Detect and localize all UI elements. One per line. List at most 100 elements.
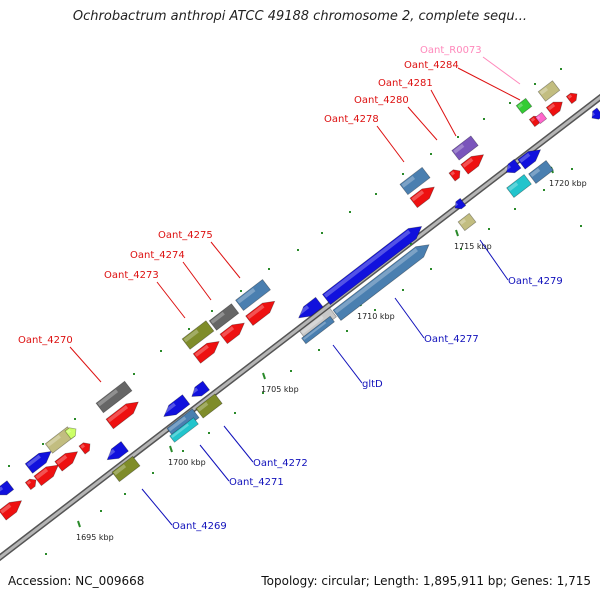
ruler-dot [430, 268, 432, 270]
gene-arrow[interactable] [457, 212, 477, 232]
gene-leader-line [407, 106, 438, 141]
gene-arrow[interactable] [160, 394, 191, 422]
gene-label[interactable]: Oant_R0073 [420, 45, 482, 56]
gene-arrow[interactable] [452, 197, 467, 211]
gene-arrow[interactable] [399, 166, 431, 196]
ruler-dot [100, 510, 102, 512]
scale-tick-label: 1700 kbp [168, 458, 206, 467]
gene-label[interactable]: Oant_4277 [424, 334, 479, 345]
gene-label[interactable]: Oant_4269 [172, 521, 227, 532]
gene-arrow[interactable] [235, 279, 271, 311]
ruler-dot [483, 118, 485, 120]
gene-label[interactable]: Oant_4274 [130, 250, 185, 261]
gene-arrow[interactable] [105, 397, 142, 430]
gene-label[interactable]: gltD [362, 379, 383, 390]
gene-arrow[interactable] [195, 393, 223, 419]
gene-leader-line [199, 444, 230, 482]
gene-label[interactable]: Oant_4271 [229, 477, 284, 488]
ruler-dot [375, 193, 377, 195]
gene-arrow[interactable] [111, 455, 141, 483]
gene-arrow[interactable] [24, 447, 55, 474]
ruler-dot [240, 290, 242, 292]
gene-arrow[interactable] [219, 318, 248, 345]
gene-arrow[interactable] [95, 380, 133, 414]
gene-arrow[interactable] [78, 440, 93, 455]
gene-arrow[interactable] [448, 167, 463, 182]
gene-arrow[interactable] [515, 97, 533, 115]
scale-tick: 1700 kbp [168, 445, 206, 467]
gene-label[interactable]: Oant_4275 [158, 230, 213, 241]
gene-arrow[interactable] [321, 221, 425, 306]
gene-arrow[interactable] [409, 182, 438, 209]
gene-leader-line [457, 67, 521, 101]
gene-arrow[interactable] [54, 447, 81, 472]
sequence-summary-text: Topology: circular; Length: 1,895,911 bp… [261, 574, 591, 588]
gene-leader-line [210, 241, 241, 279]
gene-arrow[interactable] [565, 90, 579, 105]
ruler-dot [430, 153, 432, 155]
gene-arrow[interactable] [181, 320, 215, 350]
gene-arrow[interactable] [192, 337, 223, 364]
gene-label[interactable]: Oant_4280 [354, 95, 409, 106]
ruler-dot [346, 330, 348, 332]
gene-leader-line [182, 261, 212, 301]
gene-arrow[interactable] [534, 111, 548, 125]
ruler-dot [182, 450, 184, 452]
gene-arrow[interactable] [506, 174, 532, 198]
gene-label[interactable]: Oant_4272 [253, 458, 308, 469]
gene-arrow[interactable] [169, 417, 199, 443]
gene-arrow[interactable] [517, 145, 544, 170]
ruler-dot [268, 268, 270, 270]
gene-arrow[interactable] [503, 158, 522, 176]
gene-arrow[interactable] [33, 460, 62, 487]
ruler-dot [45, 553, 47, 555]
gene-arrow[interactable] [64, 425, 79, 440]
gene-arrow[interactable] [451, 135, 479, 161]
scale-tick: 1705 kbp [261, 372, 299, 394]
ruler-dot [580, 225, 582, 227]
ruler-dot [488, 228, 490, 230]
gene-arrow[interactable] [0, 480, 15, 499]
gene-arrow[interactable] [166, 408, 200, 438]
ruler-dot [297, 249, 299, 251]
gene-label[interactable]: Oant_4273 [104, 270, 159, 281]
gene-arrow[interactable] [189, 380, 210, 401]
gene-leader-line [376, 125, 405, 163]
scale-tick: 1695 kbp [76, 520, 114, 542]
ruler-dot [234, 412, 236, 414]
scale-tick-label: 1710 kbp [357, 312, 395, 321]
ruler-dot [208, 432, 210, 434]
gene-label[interactable]: Oant_4270 [18, 335, 73, 346]
gene-arrow[interactable] [537, 80, 561, 102]
scale-tick-label: 1695 kbp [76, 533, 114, 542]
ruler-dot [349, 211, 351, 213]
ruler-dot [188, 328, 190, 330]
accession-text: Accession: NC_009668 [8, 574, 145, 588]
gene-arrow[interactable] [24, 476, 38, 491]
ruler-dot [152, 472, 154, 474]
ruler-dot [402, 289, 404, 291]
gene-arrow[interactable] [545, 98, 565, 117]
gene-arrow[interactable] [460, 150, 487, 175]
gene-arrow[interactable] [528, 160, 554, 184]
ruler-dot [374, 309, 376, 311]
gene-arrow[interactable] [301, 315, 335, 345]
ruler-dot [571, 168, 573, 170]
gene-label[interactable]: Oant_4281 [378, 78, 433, 89]
gene-arrow[interactable] [332, 240, 433, 321]
gene-arrow[interactable] [245, 296, 279, 326]
ruler-dot [8, 465, 10, 467]
backbone [0, 95, 600, 560]
gene-label[interactable]: Oant_4284 [404, 60, 459, 71]
ruler-dot [290, 370, 292, 372]
gene-label[interactable]: Oant_4278 [324, 114, 379, 125]
gene-arrow[interactable] [295, 296, 324, 322]
gene-leader-line [69, 346, 102, 383]
gene-label[interactable]: Oant_4279 [508, 276, 563, 287]
ruler-dot [534, 83, 536, 85]
ruler-dot [42, 443, 44, 445]
gene-arrow[interactable] [589, 107, 600, 122]
gene-arrow[interactable] [208, 303, 240, 331]
gene-arrow[interactable] [0, 496, 25, 521]
gene-arrow[interactable] [104, 441, 129, 465]
